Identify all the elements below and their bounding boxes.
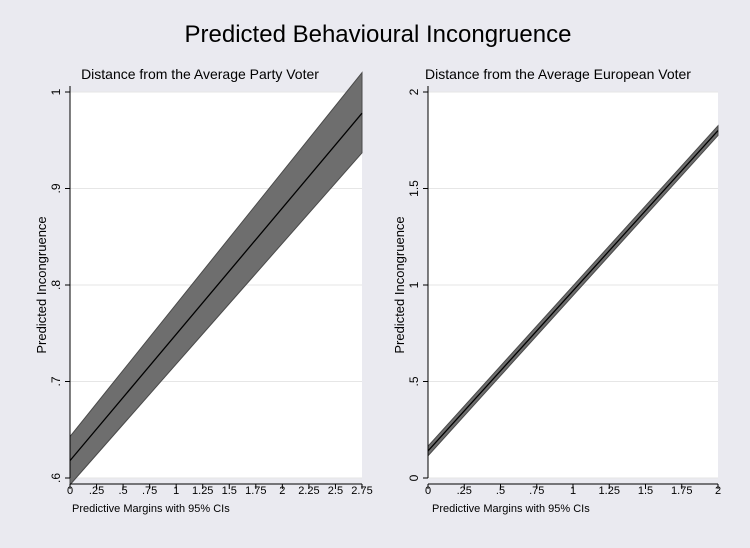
x-tick-label: 0 xyxy=(425,485,431,497)
x-tick-label: .25 xyxy=(457,485,472,497)
y-tick-label: 2 xyxy=(407,88,421,95)
y-tick-label: 0 xyxy=(407,474,421,481)
x-tick-label: 2 xyxy=(715,485,721,497)
x-tick-label: 1.25 xyxy=(599,485,620,497)
x-tick-label: 1.5 xyxy=(638,485,653,497)
y-tick-label: .6 xyxy=(49,473,63,483)
y-tick-label: .5 xyxy=(407,376,421,386)
y-tick-label: 1 xyxy=(407,281,421,288)
figure-title: Predicted Behavioural Incongruence xyxy=(185,21,572,48)
y-axis-label: Predicted Incongruence xyxy=(392,216,407,353)
x-axis-label: Predictive Margins with 95% CIs xyxy=(432,503,590,515)
prediction-line xyxy=(427,130,719,452)
x-tick-label: 2 xyxy=(279,485,285,497)
x-tick-label: 2.5 xyxy=(328,485,343,497)
x-axis-label: Predictive Margins with 95% CIs xyxy=(72,503,230,515)
x-tick-label: 2.75 xyxy=(351,485,372,497)
x-tick-label: 1.75 xyxy=(671,485,692,497)
x-tick-label: .5 xyxy=(496,485,505,497)
panel-title: Distance from the Average European Voter xyxy=(425,66,691,82)
right-panel: Distance from the Average European Voter… xyxy=(380,66,735,530)
x-tick-label: .25 xyxy=(89,485,104,497)
y-axis-label: Predicted Incongruence xyxy=(34,216,49,353)
panel-title: Distance from the Average Party Voter xyxy=(81,66,319,82)
y-tick-label: .8 xyxy=(49,280,63,290)
x-tick-label: 2.25 xyxy=(298,485,319,497)
y-tick-label: 1.5 xyxy=(407,180,421,197)
x-tick-label: 1.75 xyxy=(245,485,266,497)
x-tick-label: .5 xyxy=(118,485,127,497)
x-tick-label: 0 xyxy=(67,485,73,497)
y-tick-label: .9 xyxy=(49,183,63,193)
x-tick-label: 1.25 xyxy=(192,485,213,497)
y-tick-label: .7 xyxy=(49,376,63,386)
prediction-line xyxy=(69,112,363,462)
x-tick-label: 1 xyxy=(570,485,576,497)
left-panel: Distance from the Average Party Voter .6.… xyxy=(20,66,373,530)
x-tick-label: 1 xyxy=(173,485,179,497)
x-tick-label: .75 xyxy=(142,485,157,497)
x-tick-label: .75 xyxy=(529,485,544,497)
x-tick-label: 1.5 xyxy=(222,485,237,497)
y-tick-label: 1 xyxy=(49,88,63,95)
